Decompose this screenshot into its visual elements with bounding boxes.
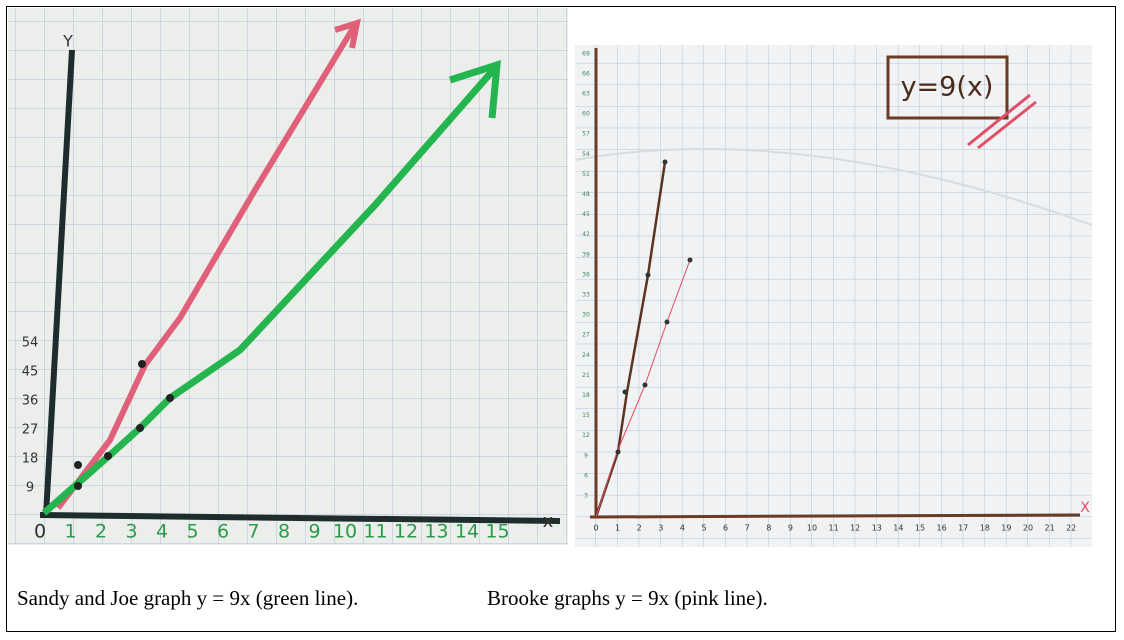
axis-label: Y: [62, 32, 73, 51]
x-tick-label: 20: [1023, 524, 1033, 533]
x-tick-label: 10: [807, 524, 817, 533]
page: {"photos": [ {"y_axis_label": "Y", "x_ax…: [0, 0, 1124, 640]
x-tick-label: 14: [455, 521, 479, 543]
y-tick-label: 30: [582, 312, 590, 319]
y-tick-label: 18: [22, 452, 39, 467]
caption: Brooke graphs y = 9x (pink line).: [487, 586, 768, 611]
x-tick-label: 13: [872, 524, 882, 533]
y-tick-label: 21: [582, 372, 590, 379]
y-tick-label: 24: [582, 352, 590, 359]
x-tick-label: 8: [766, 524, 771, 533]
x-tick-label: 5: [186, 521, 198, 543]
x-tick-label: 6: [217, 521, 229, 543]
y-tick-label: 57: [582, 131, 590, 138]
y-tick-label: 42: [582, 231, 590, 238]
x-tick-label: 21: [1045, 524, 1055, 533]
left-photo: [8, 8, 568, 545]
x-tick-label: 15: [915, 524, 925, 533]
right-photo: [575, 45, 1092, 547]
x-tick-label: 8: [278, 521, 290, 543]
y-tick-label: 18: [582, 392, 590, 399]
y-tick-label: 27: [582, 332, 590, 339]
axis-label: x: [543, 511, 554, 532]
x-tick-label: 9: [308, 521, 320, 543]
axis-label: X: [1080, 500, 1090, 516]
x-tick-label: 7: [745, 524, 750, 533]
x-tick-label: 3: [125, 521, 137, 543]
x-tick-label: 19: [1001, 524, 1011, 533]
x-tick-label: 2: [95, 521, 107, 543]
y-tick-label: 36: [582, 271, 590, 278]
x-tick-label: 17: [958, 524, 968, 533]
x-tick-label: 1: [64, 521, 76, 543]
x-tick-label: 3: [658, 524, 663, 533]
y-tick-label: 45: [582, 211, 590, 218]
y-tick-label: 60: [582, 111, 590, 118]
y-tick-label: 27: [22, 423, 39, 438]
x-tick-label: 5: [701, 524, 706, 533]
y-tick-label: 36: [22, 394, 39, 409]
x-tick-label: 18: [980, 524, 990, 533]
y-tick-label: 12: [582, 432, 590, 439]
y-tick-label: 15: [582, 412, 590, 419]
x-tick-label: 15: [485, 521, 509, 543]
y-tick-label: 51: [582, 171, 590, 178]
x-tick-label: 12: [394, 521, 418, 543]
x-tick-label: 4: [680, 524, 685, 533]
y-tick-label: 39: [582, 251, 590, 258]
caption: Sandy and Joe graph y = 9x (green line).: [17, 586, 358, 611]
y-tick-label: 45: [22, 365, 39, 380]
x-tick-label: 9: [788, 524, 793, 533]
y-tick-label: 48: [582, 191, 590, 198]
y-tick-label: 3: [584, 493, 588, 500]
y-tick-label: 66: [582, 70, 590, 77]
x-tick-label: 12: [850, 524, 860, 533]
y-tick-label: 33: [582, 292, 590, 299]
x-tick-label: 2: [637, 524, 642, 533]
y-tick-label: 9: [584, 452, 588, 459]
y-tick-label: 9: [26, 481, 34, 496]
box-label: y=9(x): [901, 72, 994, 103]
y-tick-label: 69: [582, 50, 590, 57]
y-tick-label: 6: [584, 472, 588, 479]
x-tick-label: 1: [615, 524, 620, 533]
x-tick-label: 11: [363, 521, 387, 543]
x-tick-label: 0: [34, 521, 46, 543]
x-tick-label: 10: [333, 521, 357, 543]
photos: Yx012345678910111213141591827364554y=9(x…: [0, 0, 1124, 640]
x-tick-label: 14: [893, 524, 903, 533]
x-tick-label: 7: [247, 521, 259, 543]
x-tick-label: 22: [1066, 524, 1076, 533]
x-tick-label: 0: [593, 524, 598, 533]
x-tick-label: 16: [937, 524, 947, 533]
y-tick-label: 54: [582, 151, 590, 158]
x-tick-label: 6: [723, 524, 728, 533]
x-tick-label: 4: [156, 521, 168, 543]
x-tick-label: 11: [829, 524, 839, 533]
y-tick-label: 63: [582, 91, 590, 98]
x-tick-label: 13: [424, 521, 448, 543]
y-tick-label: 54: [22, 336, 39, 351]
